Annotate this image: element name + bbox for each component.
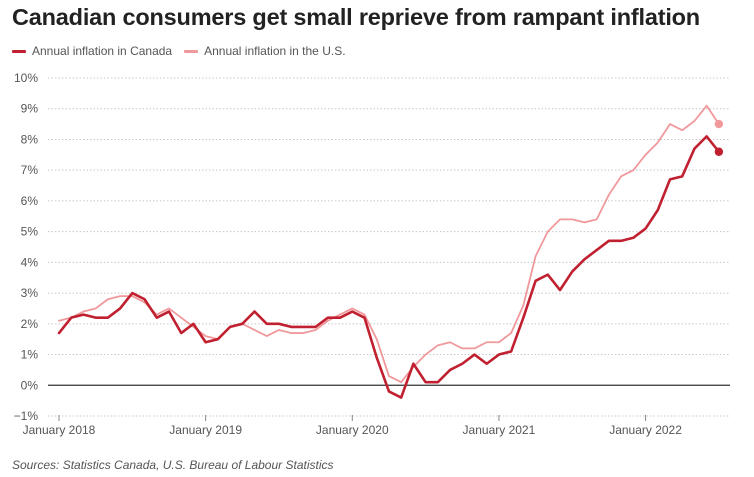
legend-item-us: Annual inflation in the U.S.	[184, 44, 346, 58]
y-tick-label: 2%	[21, 317, 39, 331]
y-tick-label: 8%	[21, 132, 39, 146]
series-line-us	[58, 104, 720, 384]
legend-label-canada: Annual inflation in Canada	[32, 44, 173, 58]
x-tick-label: January 2018	[23, 423, 96, 437]
series-line-canada	[57, 135, 721, 399]
legend-label-us: Annual inflation in the U.S.	[204, 44, 346, 58]
y-tick-label: 3%	[21, 286, 39, 300]
y-tick-label: 5%	[21, 225, 39, 239]
chart-title: Canadian consumers get small reprieve fr…	[12, 4, 700, 30]
legend: Annual inflation in Canada Annual inflat…	[12, 43, 358, 59]
y-tick-label: 9%	[21, 102, 39, 116]
last-point-canada	[714, 147, 724, 156]
legend-item-canada: Annual inflation in Canada	[12, 44, 172, 58]
source-note: Sources: Statistics Canada, U.S. Bureau …	[12, 458, 334, 472]
x-tick-label: January 2020	[316, 423, 389, 437]
legend-swatch-canada	[12, 49, 26, 53]
y-tick-label: 7%	[21, 163, 39, 177]
legend-swatch-us	[184, 49, 199, 53]
y-tick-label: 1%	[21, 348, 39, 362]
y-tick-label: 0%	[21, 378, 39, 392]
y-tick-label: 6%	[21, 194, 39, 208]
x-tick-label: January 2021	[463, 423, 536, 437]
y-tick-label: 10%	[14, 71, 38, 85]
x-tick-label: January 2022	[609, 423, 682, 437]
y-tick-label: 4%	[21, 255, 39, 269]
y-tick-label: −1%	[14, 409, 39, 423]
last-point-us	[714, 119, 724, 129]
x-tick-label: January 2019	[169, 423, 242, 437]
